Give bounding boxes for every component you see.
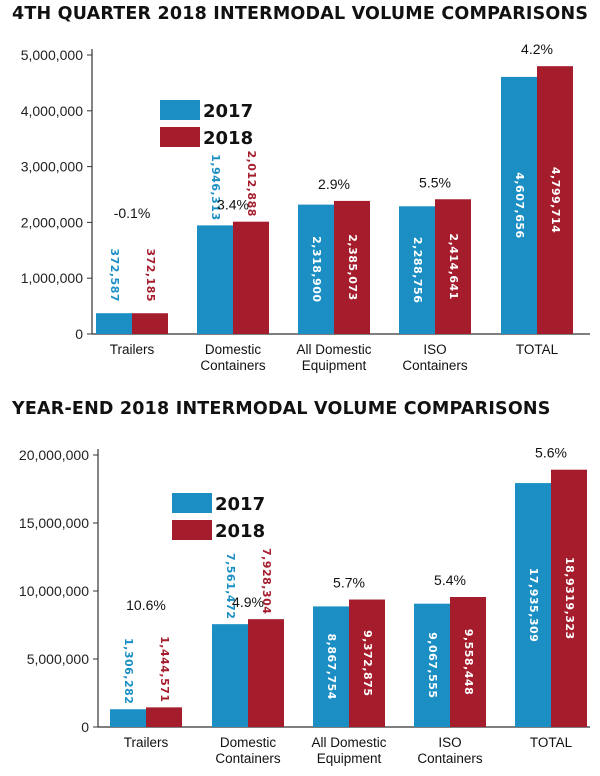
bar-value-label: 2,414,641 [447,233,460,299]
bar-2018 [132,313,168,334]
legend-swatch-2017 [172,493,212,513]
y-tick-label: 5,000,000 [27,651,89,667]
bar-2018 [537,66,573,334]
bar-2017 [96,313,132,334]
chart-year-end-2018: 0 5,000,000 10,000,000 15,000,000 20,000,000… [19,445,590,766]
percent-change-label: 3.4% [217,197,249,213]
bar-2018 [233,221,269,334]
percent-change-label: 5.5% [419,174,451,190]
bar-value-label: 18,9319,323 [563,557,576,640]
legend-swatch-2017 [160,100,200,120]
category-label: Containers [417,751,483,766]
bar-2018 [435,199,471,334]
category-label: All Domestic [311,735,386,750]
percent-change-label: -0.1% [114,205,151,221]
percent-change-label: 5.7% [333,575,365,591]
category-label: ISO [423,342,446,357]
legend-swatch-2018 [172,520,212,540]
bar-2018 [349,599,385,727]
bar-value-label: 8,867,754 [325,633,338,699]
bar-value-label: 9,067,555 [426,632,439,698]
bar-2017 [313,606,349,727]
bar-2017 [414,603,450,727]
bar-value-label: 372,185 [144,248,157,302]
bar-value-label: 2,318,900 [310,236,323,302]
y-tick-label: 3,000,000 [21,159,83,175]
bar-value-label: 9,558,448 [462,629,475,695]
bar-value-label: 1,946,313 [209,154,222,220]
percent-change-label: 10.6% [126,597,166,613]
category-label: Trailers [124,735,169,750]
y-tick-label: 1,000,000 [21,270,83,286]
bar-value-label: 2,385,073 [346,234,359,300]
bar-value-label: 9,372,875 [361,630,374,696]
bar-2017 [298,204,334,334]
bar-value-label: 2,012,888 [245,150,258,216]
category-label: Domestic [220,735,277,750]
percent-change-label: 2.9% [318,176,350,192]
category-label: Containers [200,358,266,373]
bar-value-label: 2,288,756 [411,237,424,303]
category-label: Equipment [317,751,382,766]
bar-2017 [110,709,146,727]
legend-label-2017: 2017 [215,494,265,515]
legend-swatch-2018 [160,127,200,147]
bar-value-label: 7,928,304 [260,548,273,614]
y-tick-label: 20,000,000 [19,447,89,463]
bar-value-label: 17,935,309 [527,568,540,643]
bar-value-label: 7,561,472 [224,553,237,619]
category-label: Domestic [205,342,262,357]
y-tick-label: 4,000,000 [21,103,83,119]
percent-change-label: 4.9% [232,594,264,610]
y-tick-label: 5,000,000 [21,47,83,63]
y-tick-label: 10,000,000 [19,583,89,599]
bar-value-label: 4,607,656 [513,172,526,238]
chart-q4-2018: 0 1,000,000 2,000,000 3,000,000 4,000,000 5,0… [21,41,590,373]
bar-2018 [551,469,587,727]
legend-label-2018: 2018 [215,521,265,542]
percent-change-label: 4.2% [521,41,553,57]
category-label: TOTAL [530,735,573,750]
bar-2018 [146,707,182,727]
percent-change-label: 5.6% [535,445,567,461]
bar-2018 [334,200,370,334]
legend-label-2017: 2017 [203,101,253,122]
y-tick-label: 0 [75,326,83,342]
bar-value-label: 4,799,714 [549,167,562,233]
bar-2017 [197,225,233,334]
category-label: All Domestic [296,342,371,357]
percent-change-label: 5.4% [434,572,466,588]
y-tick-label: 15,000,000 [19,515,89,531]
category-label: Equipment [302,358,367,373]
bar-2018 [248,619,284,727]
bar-2017 [501,76,537,334]
category-label: TOTAL [516,342,559,357]
bar-value-label: 1,306,282 [122,638,135,704]
y-tick-label: 2,000,000 [21,214,83,230]
bar-value-label: 1,444,571 [158,636,171,702]
bar-2018 [450,597,486,727]
bar-2017 [212,624,248,727]
bar-value-label: 372,587 [108,248,121,302]
y-tick-label: 0 [81,719,89,735]
bar-2017 [515,483,551,727]
chart-title-year-end: YEAR-END 2018 INTERMODAL VOLUME COMPARIS… [12,399,551,419]
category-label: ISO [438,735,461,750]
category-label: Containers [402,358,468,373]
bar-2017 [399,206,435,334]
category-label: Containers [215,751,281,766]
category-label: Trailers [110,342,155,357]
chart-title-q4: 4TH QUARTER 2018 INTERMODAL VOLUME COMPA… [12,4,589,24]
legend-label-2018: 2018 [203,128,253,149]
